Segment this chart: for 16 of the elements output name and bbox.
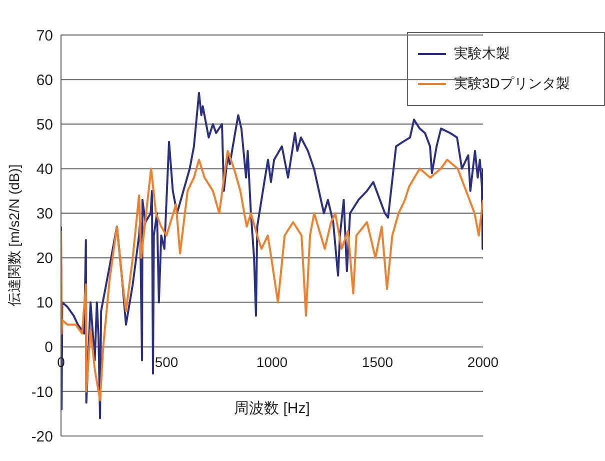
y-tick-label: 0 (44, 339, 53, 356)
x-axis-title: 周波数 [Hz] (234, 400, 310, 417)
y-tick-label: 10 (36, 294, 53, 312)
y-tick-label: 70 (36, 27, 53, 44)
y-tick-label: 40 (36, 160, 53, 178)
y-tick-label: -10 (31, 384, 53, 401)
x-tick-label: 1000 (256, 354, 288, 370)
legend-label: 実験木製 (454, 45, 510, 63)
x-tick-label: 2000 (467, 354, 499, 370)
y-tick-label: 50 (36, 116, 53, 134)
y-tick-label: 20 (36, 250, 53, 268)
y-tick-label: 60 (36, 72, 53, 89)
x-tick-label: 500 (154, 354, 178, 370)
y-tick-label: 30 (36, 206, 53, 223)
y-tick-label: -20 (31, 428, 53, 446)
x-tick-label: 1500 (362, 354, 394, 370)
